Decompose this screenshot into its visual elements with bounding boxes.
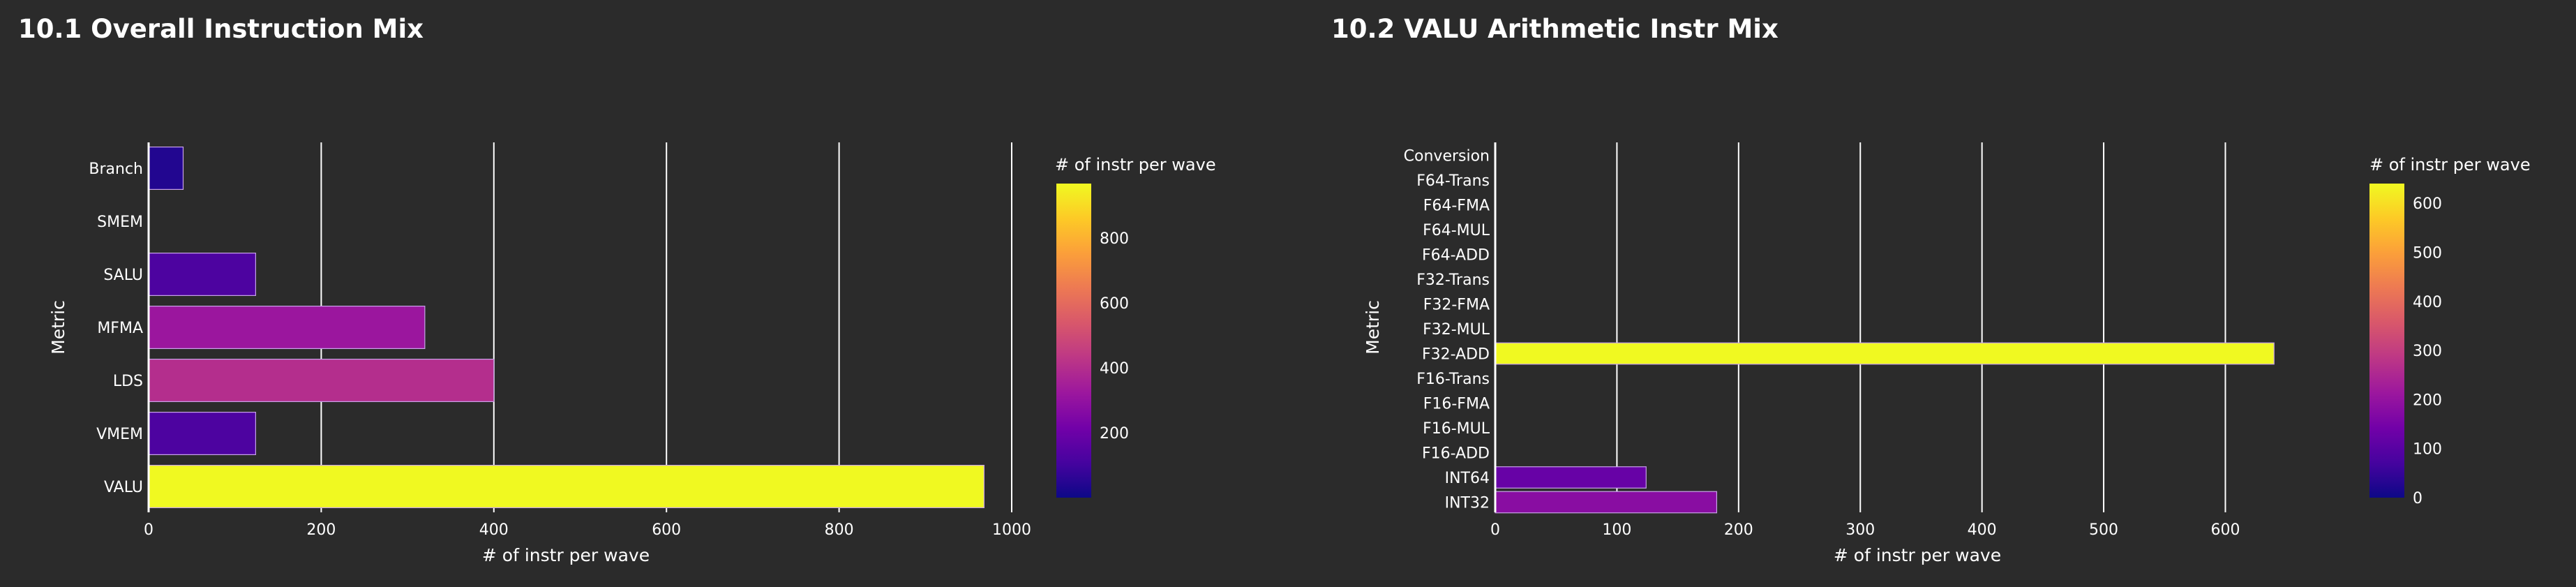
colorbar-tick-label: 800 xyxy=(1100,230,1129,248)
colorbar-tick-label: 200 xyxy=(2413,392,2442,409)
bar xyxy=(148,464,985,508)
x-axis-title: # of instr per wave xyxy=(1834,545,2001,565)
x-tick-label: 200 xyxy=(306,521,336,539)
y-tick-label: F16-Trans xyxy=(1416,371,1490,388)
y-tick-label: INT32 xyxy=(1445,495,1490,512)
x-tick-label: 200 xyxy=(1724,521,1753,539)
x-tick-label: 0 xyxy=(144,521,153,539)
x-tick-label: 100 xyxy=(1602,521,1631,539)
chart1-title: 10.1 Overall Instruction Mix xyxy=(18,14,424,44)
x-tick-label: 800 xyxy=(825,521,854,539)
bar xyxy=(148,306,426,350)
bar xyxy=(148,411,256,455)
y-tick-label: F32-FMA xyxy=(1423,297,1490,314)
y-axis-title: Metric xyxy=(48,300,68,355)
colorbar-title: # of instr per wave xyxy=(2369,155,2531,174)
x-tick-label: 400 xyxy=(1968,521,1997,539)
x-tick-label: 600 xyxy=(2210,521,2240,539)
bar xyxy=(148,147,184,191)
y-tick-label: VALU xyxy=(104,479,143,496)
y-tick-label: F16-ADD xyxy=(1422,445,1490,463)
x-tick-label: 500 xyxy=(2089,521,2118,539)
y-tick-label: F64-ADD xyxy=(1422,247,1490,265)
colorbar-tick-label: 300 xyxy=(2413,343,2442,360)
y-tick-label: F32-MUL xyxy=(1423,321,1490,339)
y-tick-label: SMEM xyxy=(97,214,143,231)
colorbar xyxy=(1056,184,1091,498)
bar xyxy=(1495,466,1647,489)
x-tick-label: 400 xyxy=(479,521,509,539)
y-tick-label: INT64 xyxy=(1445,470,1490,487)
colorbar-tick-label: 600 xyxy=(2413,195,2442,213)
bar xyxy=(1495,491,1718,514)
bar xyxy=(148,253,256,297)
colorbar-tick-label: 500 xyxy=(2413,244,2442,262)
y-axis-title: Metric xyxy=(1363,300,1383,355)
colorbar xyxy=(2369,184,2404,498)
colorbar-tick-label: 0 xyxy=(2413,490,2423,507)
colorbar-title: # of instr per wave xyxy=(1055,155,1216,174)
colorbar-tick-label: 400 xyxy=(2413,294,2442,311)
bar xyxy=(1495,342,2275,365)
y-tick-label: F32-ADD xyxy=(1422,346,1490,364)
x-tick-label: 600 xyxy=(652,521,681,539)
bar xyxy=(148,358,495,402)
y-tick-label: F64-MUL xyxy=(1423,222,1490,239)
y-tick-label: F64-FMA xyxy=(1423,198,1490,215)
colorbar-tick-label: 600 xyxy=(1100,295,1129,313)
x-tick-label: 1000 xyxy=(992,521,1031,539)
chart2-title: 10.2 VALU Arithmetic Instr Mix xyxy=(1331,14,1779,44)
x-tick-label: 0 xyxy=(1490,521,1500,539)
y-tick-label: F32-Trans xyxy=(1416,272,1490,289)
colorbar-tick-label: 200 xyxy=(1100,425,1129,443)
y-tick-label: LDS xyxy=(113,373,143,390)
y-tick-label: Branch xyxy=(89,161,143,178)
y-tick-label: SALU xyxy=(103,267,143,284)
y-tick-label: F16-MUL xyxy=(1423,420,1490,438)
y-tick-label: VMEM xyxy=(96,426,143,443)
y-tick-label: F16-FMA xyxy=(1423,396,1490,413)
y-tick-label: Conversion xyxy=(1404,148,1490,165)
colorbar-tick-label: 100 xyxy=(2413,441,2442,459)
x-tick-label: 300 xyxy=(1845,521,1875,539)
y-tick-label: MFMA xyxy=(97,320,143,337)
colorbar-tick-label: 400 xyxy=(1100,360,1129,378)
x-axis-title: # of instr per wave xyxy=(482,545,650,565)
y-tick-label: F64-Trans xyxy=(1416,172,1490,190)
